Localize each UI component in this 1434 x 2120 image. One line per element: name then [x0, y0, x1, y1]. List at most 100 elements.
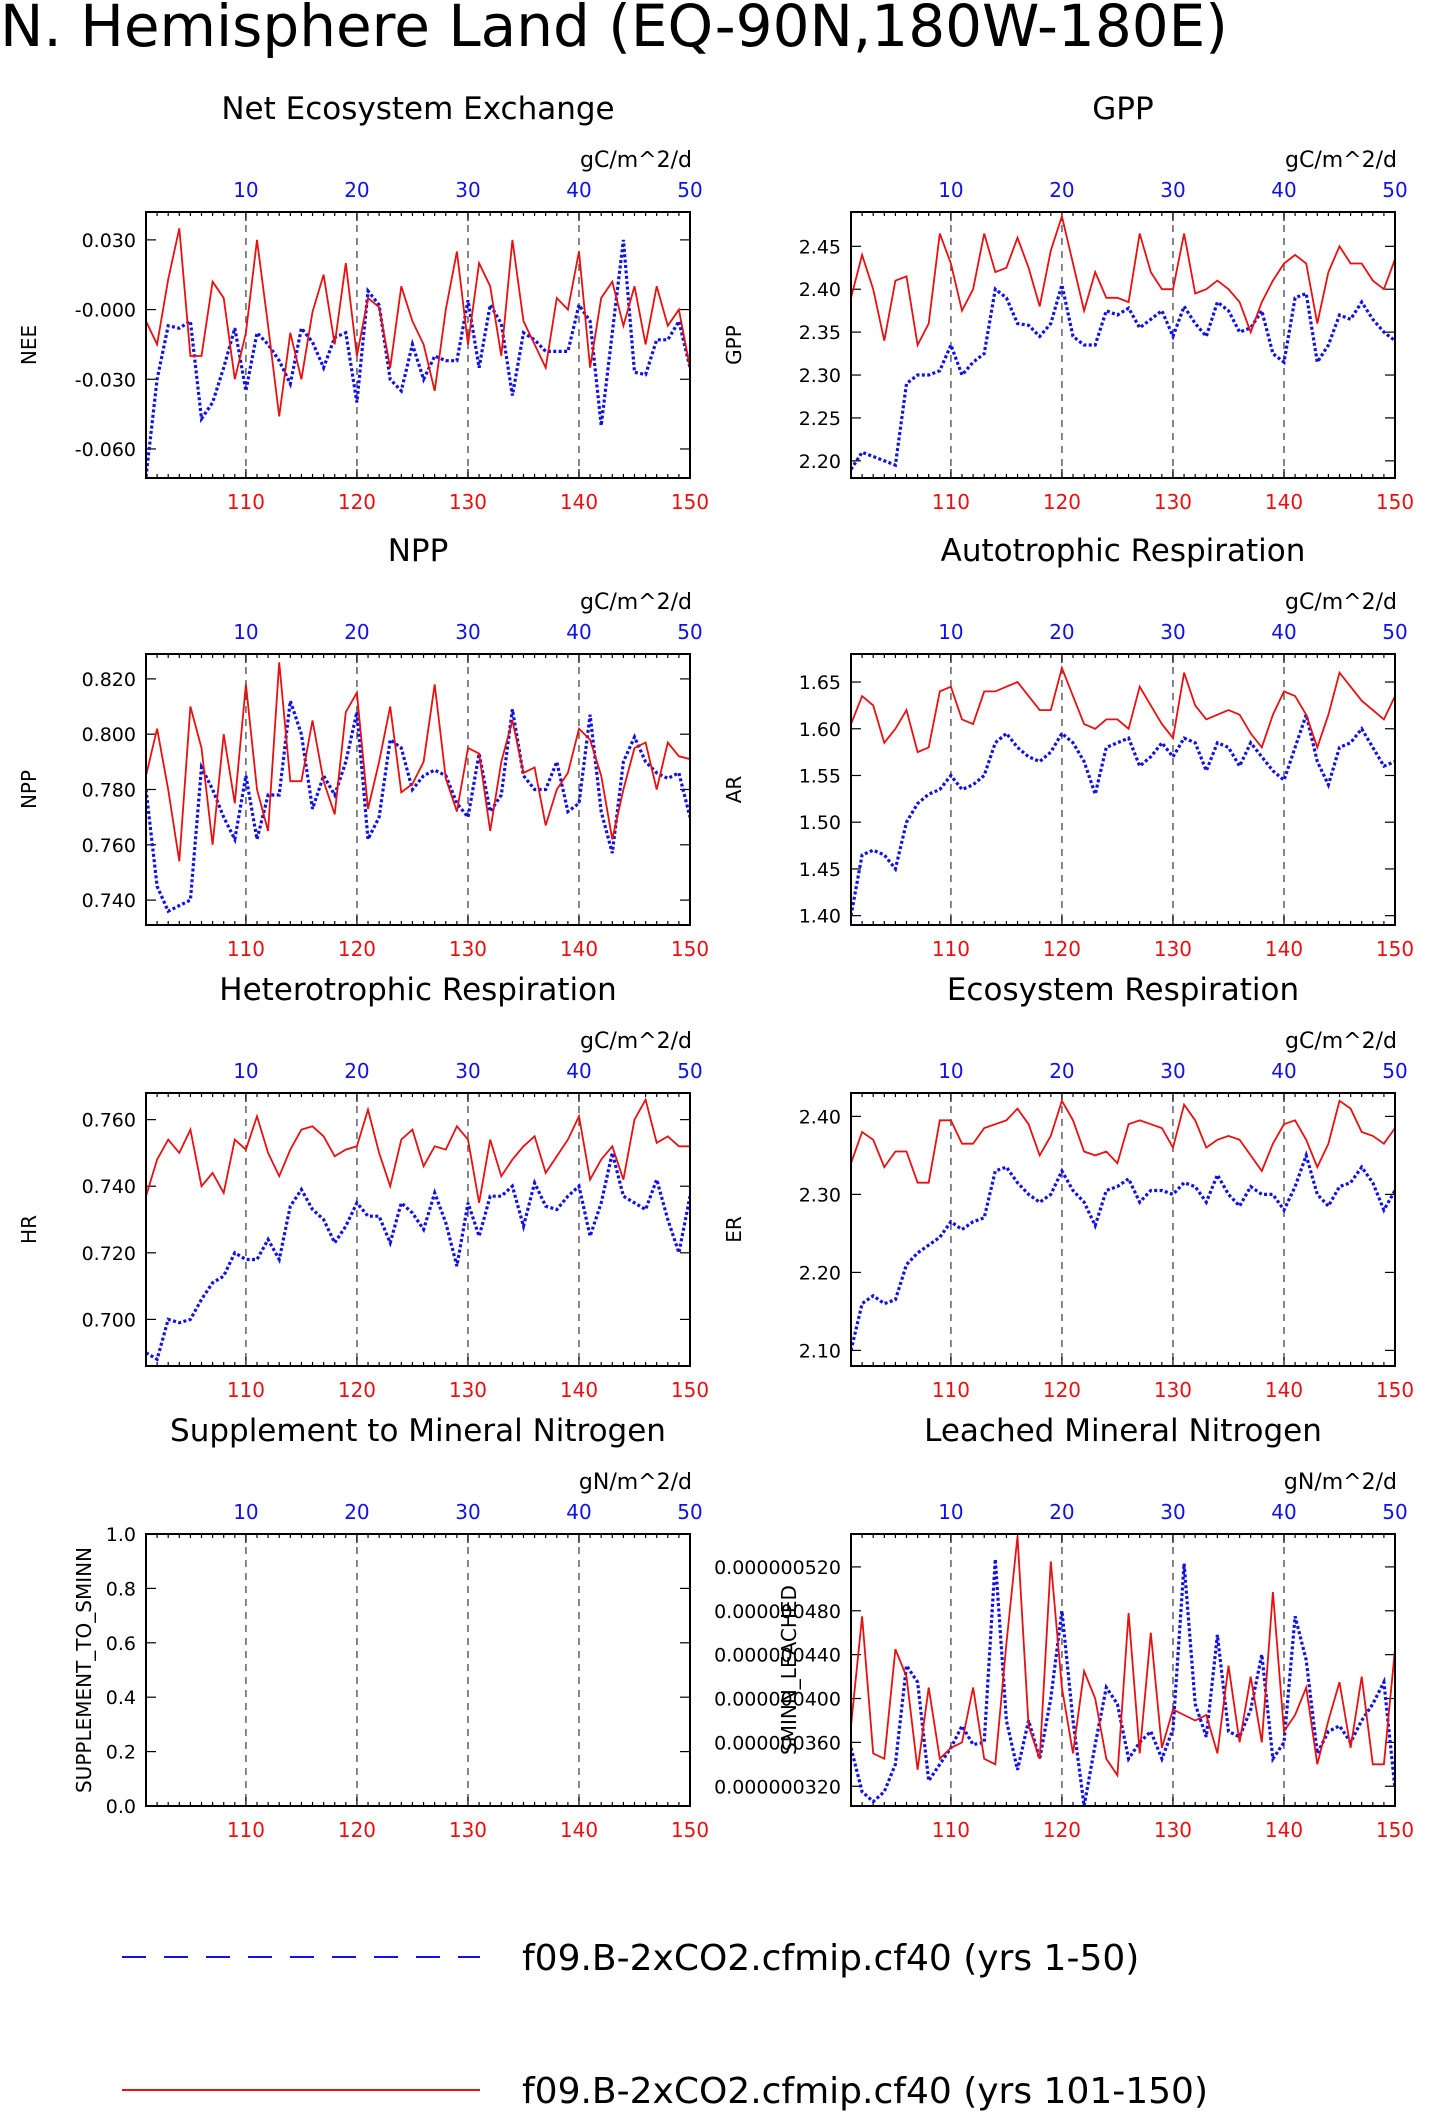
- plot-frame: [850, 211, 1396, 479]
- x-tick-label-top: 50: [1382, 620, 1407, 644]
- x-tick-label-bottom: 120: [1043, 1818, 1081, 1842]
- x-tick-label-top: 20: [344, 178, 369, 202]
- y-tick-label: 2.30: [799, 1184, 841, 1206]
- y-tick-label: 1.60: [799, 719, 841, 741]
- x-tick-label-top: 40: [1271, 1500, 1296, 1524]
- x-tick-label-bottom: 120: [338, 1818, 376, 1842]
- series-line-red: [851, 1536, 1395, 1778]
- x-tick-label-top: 40: [1271, 620, 1296, 644]
- x-tick-label-bottom: 130: [1154, 490, 1192, 514]
- y-tick-label: -0.030: [75, 369, 136, 391]
- panel-leached-mineral-nitrogen: Leached Mineral Nitrogen gN/m^2/d 110 120 13…: [714, 1413, 1414, 1842]
- y-axis-label: ER: [722, 1216, 746, 1243]
- x-tick-label-bottom: 110: [932, 1818, 970, 1842]
- y-axis-label: SUPPLEMENT_TO_SMINN: [72, 1547, 96, 1793]
- x-tick-label-top: 10: [233, 178, 258, 202]
- y-tick-label: 0.000000400: [714, 1689, 841, 1711]
- series-line-blue: [851, 284, 1395, 471]
- y-tick-label: 2.30: [799, 365, 841, 387]
- x-tick-label-top: 30: [455, 178, 480, 202]
- panel-title: GPP: [1092, 91, 1153, 127]
- units-label: gC/m^2/d: [1285, 590, 1397, 615]
- y-tick-label: 0.740: [82, 890, 136, 912]
- x-tick-label-bottom: 140: [1265, 1818, 1303, 1842]
- x-tick-label-bottom: 150: [1376, 1818, 1414, 1842]
- y-tick-label: 1.0: [106, 1524, 136, 1546]
- y-tick-label: 0.4: [106, 1687, 136, 1709]
- legend: f09.B-2xCO2.cfmip.cf40 (yrs 1-50) f09.B-…: [122, 1938, 1208, 2112]
- x-tick-label-top: 20: [1049, 1500, 1074, 1524]
- y-tick-label: 0.000000360: [714, 1732, 841, 1754]
- x-tick-label-bottom: 130: [449, 490, 487, 514]
- y-axis-label: GPP: [722, 325, 746, 365]
- x-tick-label-bottom: 120: [338, 937, 376, 961]
- x-tick-label-bottom: 130: [449, 1818, 487, 1842]
- panel-ecosystem-respiration: Ecosystem Respiration gC/m^2/d 110 120 130 14…: [722, 972, 1414, 1402]
- x-tick-label-top: 30: [455, 1059, 480, 1083]
- series-line-blue: [851, 708, 1395, 916]
- panel-title: NPP: [388, 533, 449, 569]
- plot-frame: [850, 1092, 1396, 1367]
- x-tick-label-bottom: 150: [671, 490, 709, 514]
- y-axis-label: NEE: [17, 325, 41, 365]
- series-line-red: [851, 665, 1395, 754]
- series-line-blue: [851, 1559, 1395, 1806]
- y-tick-label: 0.800: [82, 724, 136, 746]
- y-tick-label: 2.35: [799, 322, 841, 344]
- x-tick-label-top: 50: [677, 1500, 702, 1524]
- y-tick-label: 0.000000320: [714, 1776, 841, 1798]
- y-tick-label: 2.45: [799, 236, 841, 258]
- panel-title: Net Ecosystem Exchange: [221, 91, 614, 127]
- x-tick-label-bottom: 150: [1376, 490, 1414, 514]
- x-tick-label-top: 30: [1160, 1059, 1185, 1083]
- x-tick-label-bottom: 110: [932, 937, 970, 961]
- x-tick-label-bottom: 120: [338, 1378, 376, 1402]
- x-tick-label-top: 40: [566, 620, 591, 644]
- x-tick-label-bottom: 130: [1154, 1378, 1192, 1402]
- x-tick-label-top: 40: [1271, 178, 1296, 202]
- units-label: gN/m^2/d: [579, 1470, 692, 1495]
- x-tick-label-top: 30: [455, 620, 480, 644]
- y-tick-label: 0.700: [82, 1309, 136, 1331]
- x-tick-label-top: 10: [233, 620, 258, 644]
- units-label: gC/m^2/d: [1285, 1029, 1397, 1054]
- x-tick-label-top: 40: [1271, 1059, 1296, 1083]
- y-tick-label: 2.40: [799, 1106, 841, 1128]
- plot-frame: [145, 211, 691, 479]
- x-tick-label-bottom: 140: [560, 1378, 598, 1402]
- x-tick-label-top: 20: [344, 1500, 369, 1524]
- x-tick-label-top: 20: [1049, 620, 1074, 644]
- x-tick-label-top: 50: [1382, 1500, 1407, 1524]
- x-tick-label-bottom: 150: [1376, 937, 1414, 961]
- x-tick-label-top: 10: [938, 1500, 963, 1524]
- y-axis-label: HR: [17, 1215, 41, 1244]
- y-tick-label: 2.10: [799, 1340, 841, 1362]
- x-tick-label-top: 20: [344, 1059, 369, 1083]
- x-tick-label-top: 40: [566, 178, 591, 202]
- x-tick-label-top: 30: [455, 1500, 480, 1524]
- series-line-red: [146, 228, 690, 417]
- y-tick-label: 0.000000440: [714, 1645, 841, 1667]
- x-tick-label-top: 30: [1160, 620, 1185, 644]
- x-tick-label-top: 10: [938, 1059, 963, 1083]
- y-tick-label: 1.45: [799, 859, 841, 881]
- x-tick-label-bottom: 120: [338, 490, 376, 514]
- x-tick-label-bottom: 130: [1154, 937, 1192, 961]
- y-tick-label: 0.000000520: [714, 1557, 841, 1579]
- y-tick-label: 1.50: [799, 812, 841, 834]
- y-tick-label: 0.8: [106, 1578, 136, 1600]
- y-tick-label: 2.20: [799, 451, 841, 473]
- x-tick-label-bottom: 110: [227, 937, 265, 961]
- panel-heterotrophic-respiration: Heterotrophic Respiration gC/m^2/d 110 120 1…: [17, 972, 709, 1402]
- panel-gpp: GPP gC/m^2/d 110 120 130 140 150 10 20 30 40 50 2.45…: [722, 91, 1414, 514]
- x-tick-label-bottom: 120: [1043, 1378, 1081, 1402]
- y-tick-label: 0.760: [82, 1110, 136, 1132]
- series-line-blue: [146, 700, 690, 914]
- x-tick-label-bottom: 140: [1265, 937, 1303, 961]
- units-label: gC/m^2/d: [580, 148, 692, 173]
- y-tick-label: 0.780: [82, 780, 136, 802]
- series-line-blue: [146, 1152, 690, 1362]
- y-tick-label: -0.060: [75, 439, 136, 461]
- x-tick-label-top: 10: [233, 1500, 258, 1524]
